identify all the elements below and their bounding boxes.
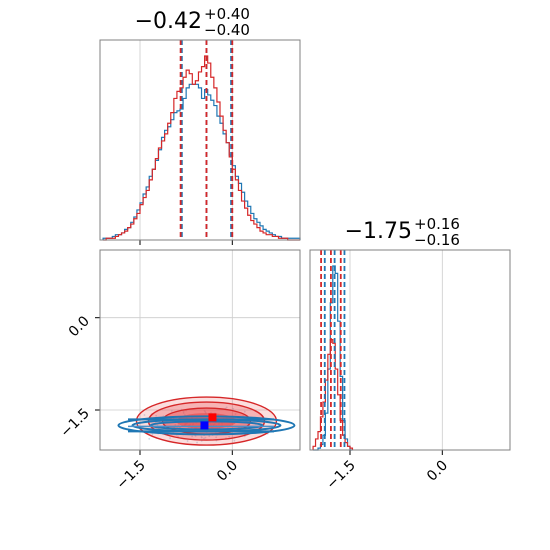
scatter-point	[191, 435, 194, 438]
contour-line	[117, 415, 296, 436]
scatter-point	[148, 437, 151, 440]
y-tick-label: −1.5	[57, 406, 92, 441]
histogram-series	[103, 55, 300, 241]
panel-title-upper: +0.16	[414, 215, 460, 233]
panel-title-upper: +0.40	[204, 5, 250, 23]
scatter-point	[169, 437, 171, 440]
scatter-point	[155, 414, 158, 417]
scatter-point	[170, 410, 173, 412]
x-tick-label: 0.0	[424, 458, 451, 485]
scatter-point	[200, 436, 203, 438]
scatter-point	[182, 412, 185, 414]
histogram-series	[312, 339, 354, 450]
marginal-histogram-param-2	[309, 249, 511, 455]
panel-titles: −0.42 +0.40−0.40 −1.75 +0.16−0.16	[135, 5, 460, 249]
axes-frame	[99, 249, 301, 451]
peak-marker-blue	[200, 421, 209, 430]
scatter-point	[186, 440, 189, 442]
x-tick-label: −1.5	[113, 458, 148, 493]
histogram-series	[313, 265, 353, 451]
scatter-point	[215, 436, 218, 439]
scatter-point	[225, 406, 228, 409]
panel-title-value: −0.42	[135, 9, 202, 34]
scatter-point	[151, 433, 154, 436]
scatter-point	[208, 435, 211, 438]
x-tick-label: −1.5	[323, 458, 358, 493]
scatter-point	[196, 441, 198, 444]
axes-frame	[99, 39, 301, 241]
panel-title-lower: −0.40	[204, 21, 250, 39]
y-tick-label: 0.0	[66, 313, 93, 340]
axes-frame	[309, 249, 511, 451]
scatter-point	[177, 424, 180, 426]
scatter-point	[243, 410, 246, 413]
joint-contour-panel	[95, 249, 301, 455]
contour-line	[135, 396, 278, 446]
scatter-point	[203, 409, 206, 412]
panel-title-lower: −0.16	[414, 231, 460, 249]
scatter-point	[232, 408, 235, 410]
peak-marker-red	[208, 413, 217, 422]
panel-title-value: −1.75	[345, 219, 412, 244]
histogram-series	[102, 83, 301, 240]
scatter-point	[233, 439, 236, 442]
scatter-point	[204, 436, 207, 439]
scatter-point	[182, 410, 185, 413]
scatter-point	[143, 414, 146, 416]
scatter-point	[234, 413, 237, 415]
scatter-point	[174, 424, 177, 426]
marginal-histogram-param-1	[99, 39, 301, 245]
scatter-point	[228, 435, 231, 438]
scatter-point	[203, 437, 205, 440]
x-tick-label: 0.0	[214, 458, 241, 485]
